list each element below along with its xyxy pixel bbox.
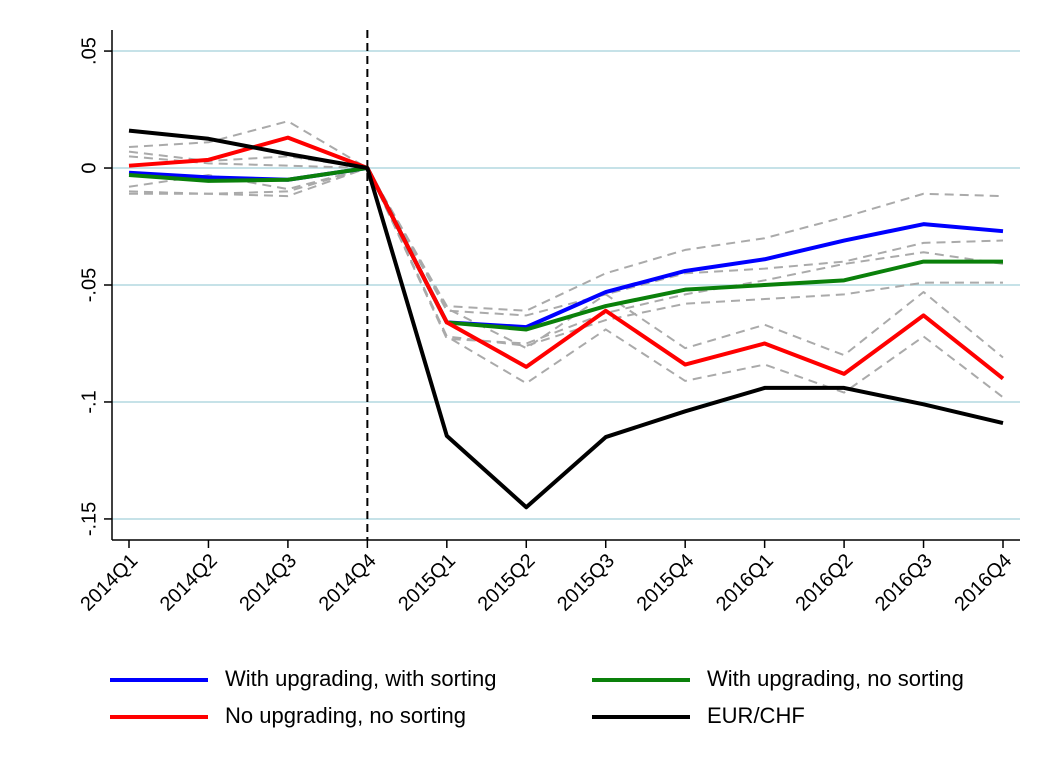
x-tick-label: 2014Q2 bbox=[156, 550, 222, 616]
x-tick-label: 2016Q2 bbox=[791, 550, 857, 616]
legend-label: With upgrading, no sorting bbox=[707, 666, 964, 691]
legend-label: No upgrading, no sorting bbox=[225, 703, 466, 728]
legend-label: With upgrading, with sorting bbox=[225, 666, 496, 691]
series-line bbox=[128, 166, 1003, 332]
x-tick-label: 2015Q1 bbox=[394, 550, 460, 616]
band-line bbox=[129, 167, 1003, 347]
x-tick-label: 2016Q4 bbox=[950, 550, 1016, 616]
series-line bbox=[128, 128, 1004, 510]
x-tick-label: 2014Q3 bbox=[235, 550, 301, 616]
y-tick-label: .05 bbox=[78, 37, 100, 65]
x-tick-label: 2016Q3 bbox=[871, 550, 937, 616]
y-tick-label: 0 bbox=[78, 162, 100, 173]
band-line bbox=[128, 150, 1004, 359]
x-tick-label: 2016Q1 bbox=[712, 550, 778, 616]
x-tick-label: 2015Q3 bbox=[553, 550, 619, 616]
x-tick-label: 2014Q1 bbox=[76, 550, 142, 616]
series-line bbox=[128, 135, 1005, 381]
y-tick-label: -.15 bbox=[78, 502, 100, 536]
x-tick-label: 2014Q4 bbox=[315, 550, 381, 616]
series-line bbox=[128, 166, 1004, 330]
x-tick-label: 2015Q2 bbox=[474, 550, 540, 616]
band-line bbox=[128, 167, 1004, 399]
x-tick-label: 2015Q4 bbox=[633, 550, 699, 616]
y-tick-label: -.05 bbox=[78, 268, 100, 302]
y-tick-label: -.1 bbox=[78, 390, 100, 413]
legend-label: EUR/CHF bbox=[707, 703, 805, 728]
